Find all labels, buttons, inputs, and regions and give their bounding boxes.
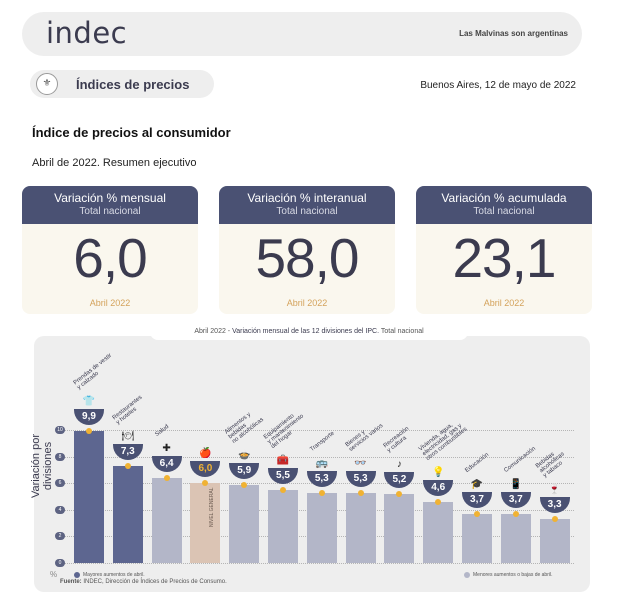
bar: [423, 501, 454, 563]
data-label: 5,5: [268, 467, 298, 484]
division-icon: ♪: [396, 458, 402, 470]
gridline: [64, 563, 574, 564]
data-label: 9,9: [74, 409, 104, 426]
y-tick-label: 0: [55, 559, 65, 567]
header-bar: [22, 12, 582, 56]
source-label: Fuente:: [60, 579, 82, 585]
legend-low-text: Menores aumentos o bajas de abril.: [473, 572, 553, 578]
y-unit-label: %: [50, 570, 58, 579]
y-axis-label: Variación por divisiones: [30, 434, 54, 498]
data-label: 3,3: [539, 497, 570, 514]
division-icon: 💡: [431, 466, 445, 478]
source-note: Fuente: INDEC, Dirección de Índices de P…: [60, 579, 227, 585]
card-period: Abril 2022: [89, 298, 131, 308]
chart-title: Abril 2022 - Variación mensual de las 12…: [150, 324, 468, 340]
division-icon: 🍽: [121, 430, 135, 442]
bar-value-dot: [357, 489, 364, 496]
chart-title-prefix: Abril 2022 -: [194, 328, 233, 335]
bar-value-dot: [124, 462, 131, 469]
card-value: 6,0: [73, 227, 147, 289]
y-tick-label: 10: [55, 426, 65, 434]
legend-high-text: Mayores aumentos de abril.: [83, 572, 145, 578]
data-label: 5,3: [306, 470, 337, 487]
source-text: INDEC, Dirección de Índices de Precios d…: [81, 579, 227, 585]
section-title: Índices de precios: [76, 77, 190, 92]
indec-logo[interactable]: indec: [46, 16, 128, 50]
card-accumulated-variation: Variación % acumulada Total nacional 23,…: [416, 186, 592, 314]
card-period: Abril 2022: [483, 298, 525, 308]
data-label: 7,3: [112, 443, 143, 460]
division-icon: 🎓: [470, 478, 484, 490]
bar: [539, 519, 570, 563]
bar: [74, 431, 104, 563]
bar: [190, 483, 221, 563]
data-label: 5,3: [345, 470, 376, 487]
card-subtitle: Total nacional: [276, 206, 338, 217]
card-subtitle: Total nacional: [473, 206, 535, 217]
card-yearly-variation: Variación % interanual Total nacional 58…: [219, 186, 395, 314]
bar-value-dot: [512, 510, 519, 517]
bar-value-dot: [474, 510, 480, 517]
card-value: 58,0: [255, 227, 359, 289]
bar-value-dot: [435, 498, 442, 505]
bar: [384, 493, 415, 563]
gridline: [64, 456, 574, 458]
header-tagline: Las Malvinas son argentinas: [459, 29, 568, 38]
division-icon: ✚: [162, 442, 171, 454]
division-icon: 🍎: [199, 448, 212, 460]
data-label: 5,2: [384, 471, 415, 488]
division-icon: 🧰: [276, 454, 290, 466]
bar: [462, 513, 492, 563]
bar: [500, 513, 531, 563]
y-tick-label: 2: [55, 532, 65, 541]
division-icon: 🍲: [237, 449, 251, 461]
card-title: Variación % acumulada: [441, 191, 567, 205]
legend-low-swatch: [464, 572, 470, 578]
chart-title-suffix: Total nacional: [379, 328, 424, 335]
card-value: 23,1: [452, 227, 556, 289]
division-icon: 📱: [509, 478, 523, 490]
bar-value-dot: [163, 474, 170, 481]
legend-high-swatch: [74, 572, 80, 578]
bar: [229, 484, 260, 563]
total-level-label: NIVEL GENERAL: [209, 487, 215, 527]
bar: [151, 477, 182, 563]
card-monthly-variation: Variación % mensual Total nacional 6,0 A…: [22, 186, 198, 314]
card-title: Variación % interanual: [247, 191, 367, 205]
data-label: 6,4: [151, 455, 182, 472]
data-label: 5,9: [229, 462, 260, 479]
data-label: 3,7: [462, 491, 492, 508]
bar-value-dot: [86, 428, 92, 435]
bar: [306, 492, 337, 563]
division-icon: 🚌: [315, 457, 329, 469]
bar-value-dot: [202, 480, 209, 487]
card-title: Variación % mensual: [54, 191, 166, 205]
y-tick-label: 8: [55, 452, 65, 461]
bar: [268, 489, 298, 563]
bar-value-dot: [551, 516, 558, 523]
document-subtitle: Abril de 2022. Resumen ejecutivo: [32, 157, 197, 169]
document-title: Índice de precios al consumidor: [32, 125, 231, 140]
chart-title-main: Variación mensual de las 12 divisiones d…: [232, 328, 380, 335]
data-label: 6,0: [190, 461, 221, 478]
card-period: Abril 2022: [286, 298, 328, 308]
date-place: Buenos Aires, 12 de mayo de 2022: [420, 80, 576, 91]
y-tick-label: 6: [55, 479, 65, 488]
data-label: 3,7: [500, 491, 531, 508]
bar: [112, 465, 143, 563]
bar: [345, 492, 376, 563]
bar-value-dot: [280, 486, 286, 493]
division-icon: 🍷: [548, 484, 561, 496]
seal-icon: ⚜: [36, 73, 58, 95]
bar-value-dot: [241, 481, 248, 488]
data-label: 4,6: [423, 479, 454, 496]
y-tick-label: 4: [55, 505, 65, 514]
card-subtitle: Total nacional: [79, 206, 141, 217]
bar-value-dot: [396, 490, 403, 497]
section-pill: [30, 70, 214, 98]
gridline: [64, 430, 574, 431]
bar-value-dot: [318, 489, 325, 496]
division-icon: 👓: [354, 457, 367, 469]
division-icon: 👕: [82, 396, 96, 408]
